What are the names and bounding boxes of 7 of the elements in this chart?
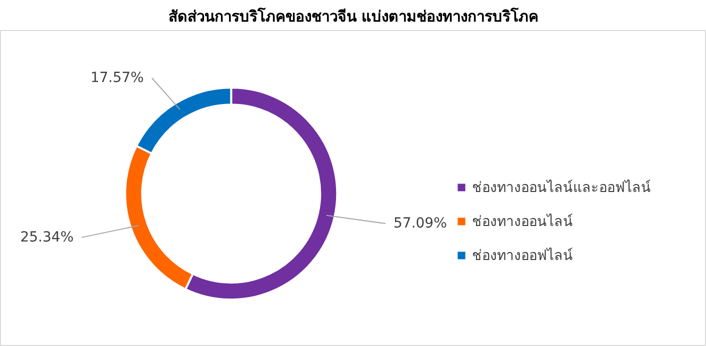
legend-label: ช่องทางออนไลน์: [472, 212, 573, 232]
data-label: 17.57%: [90, 70, 144, 86]
legend-label: ช่องทางออฟไลน์: [472, 246, 573, 266]
legend-label: ช่องทางออนไลน์และออฟไลน์: [472, 178, 651, 198]
data-label: 25.34%: [20, 229, 74, 246]
data-label: 57.09%: [394, 216, 447, 232]
chart-title: สัดส่วนการบริโภคของชาวจีน แบ่งตามช่องทางการบริโภค: [168, 6, 539, 26]
